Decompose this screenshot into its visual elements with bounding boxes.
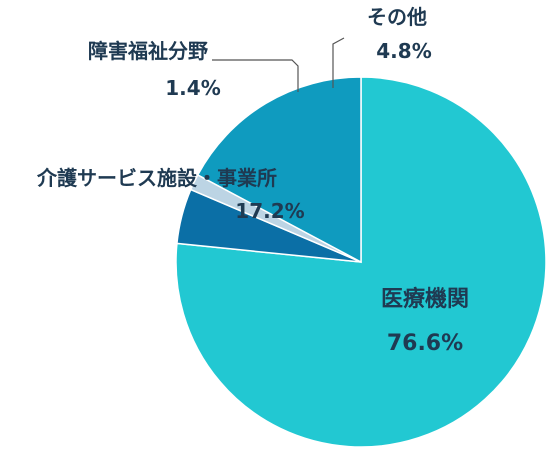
category-label-care: 介護サービス施設・事業所 xyxy=(36,166,277,190)
category-label-other: その他 xyxy=(367,5,427,29)
value-label-medical: 76.6% xyxy=(387,331,463,356)
value-label-disability: 1.4% xyxy=(165,76,220,100)
pie-slices xyxy=(175,76,547,448)
leader-line-other xyxy=(332,37,345,88)
leader-line-disability xyxy=(212,59,299,92)
category-label-disability: 障害福祉分野 xyxy=(88,39,208,63)
category-label-medical: 医療機関 xyxy=(381,286,469,312)
value-label-other: 4.8% xyxy=(376,39,431,63)
value-label-care: 17.2% xyxy=(235,199,304,223)
pie-slice-care xyxy=(196,76,362,264)
